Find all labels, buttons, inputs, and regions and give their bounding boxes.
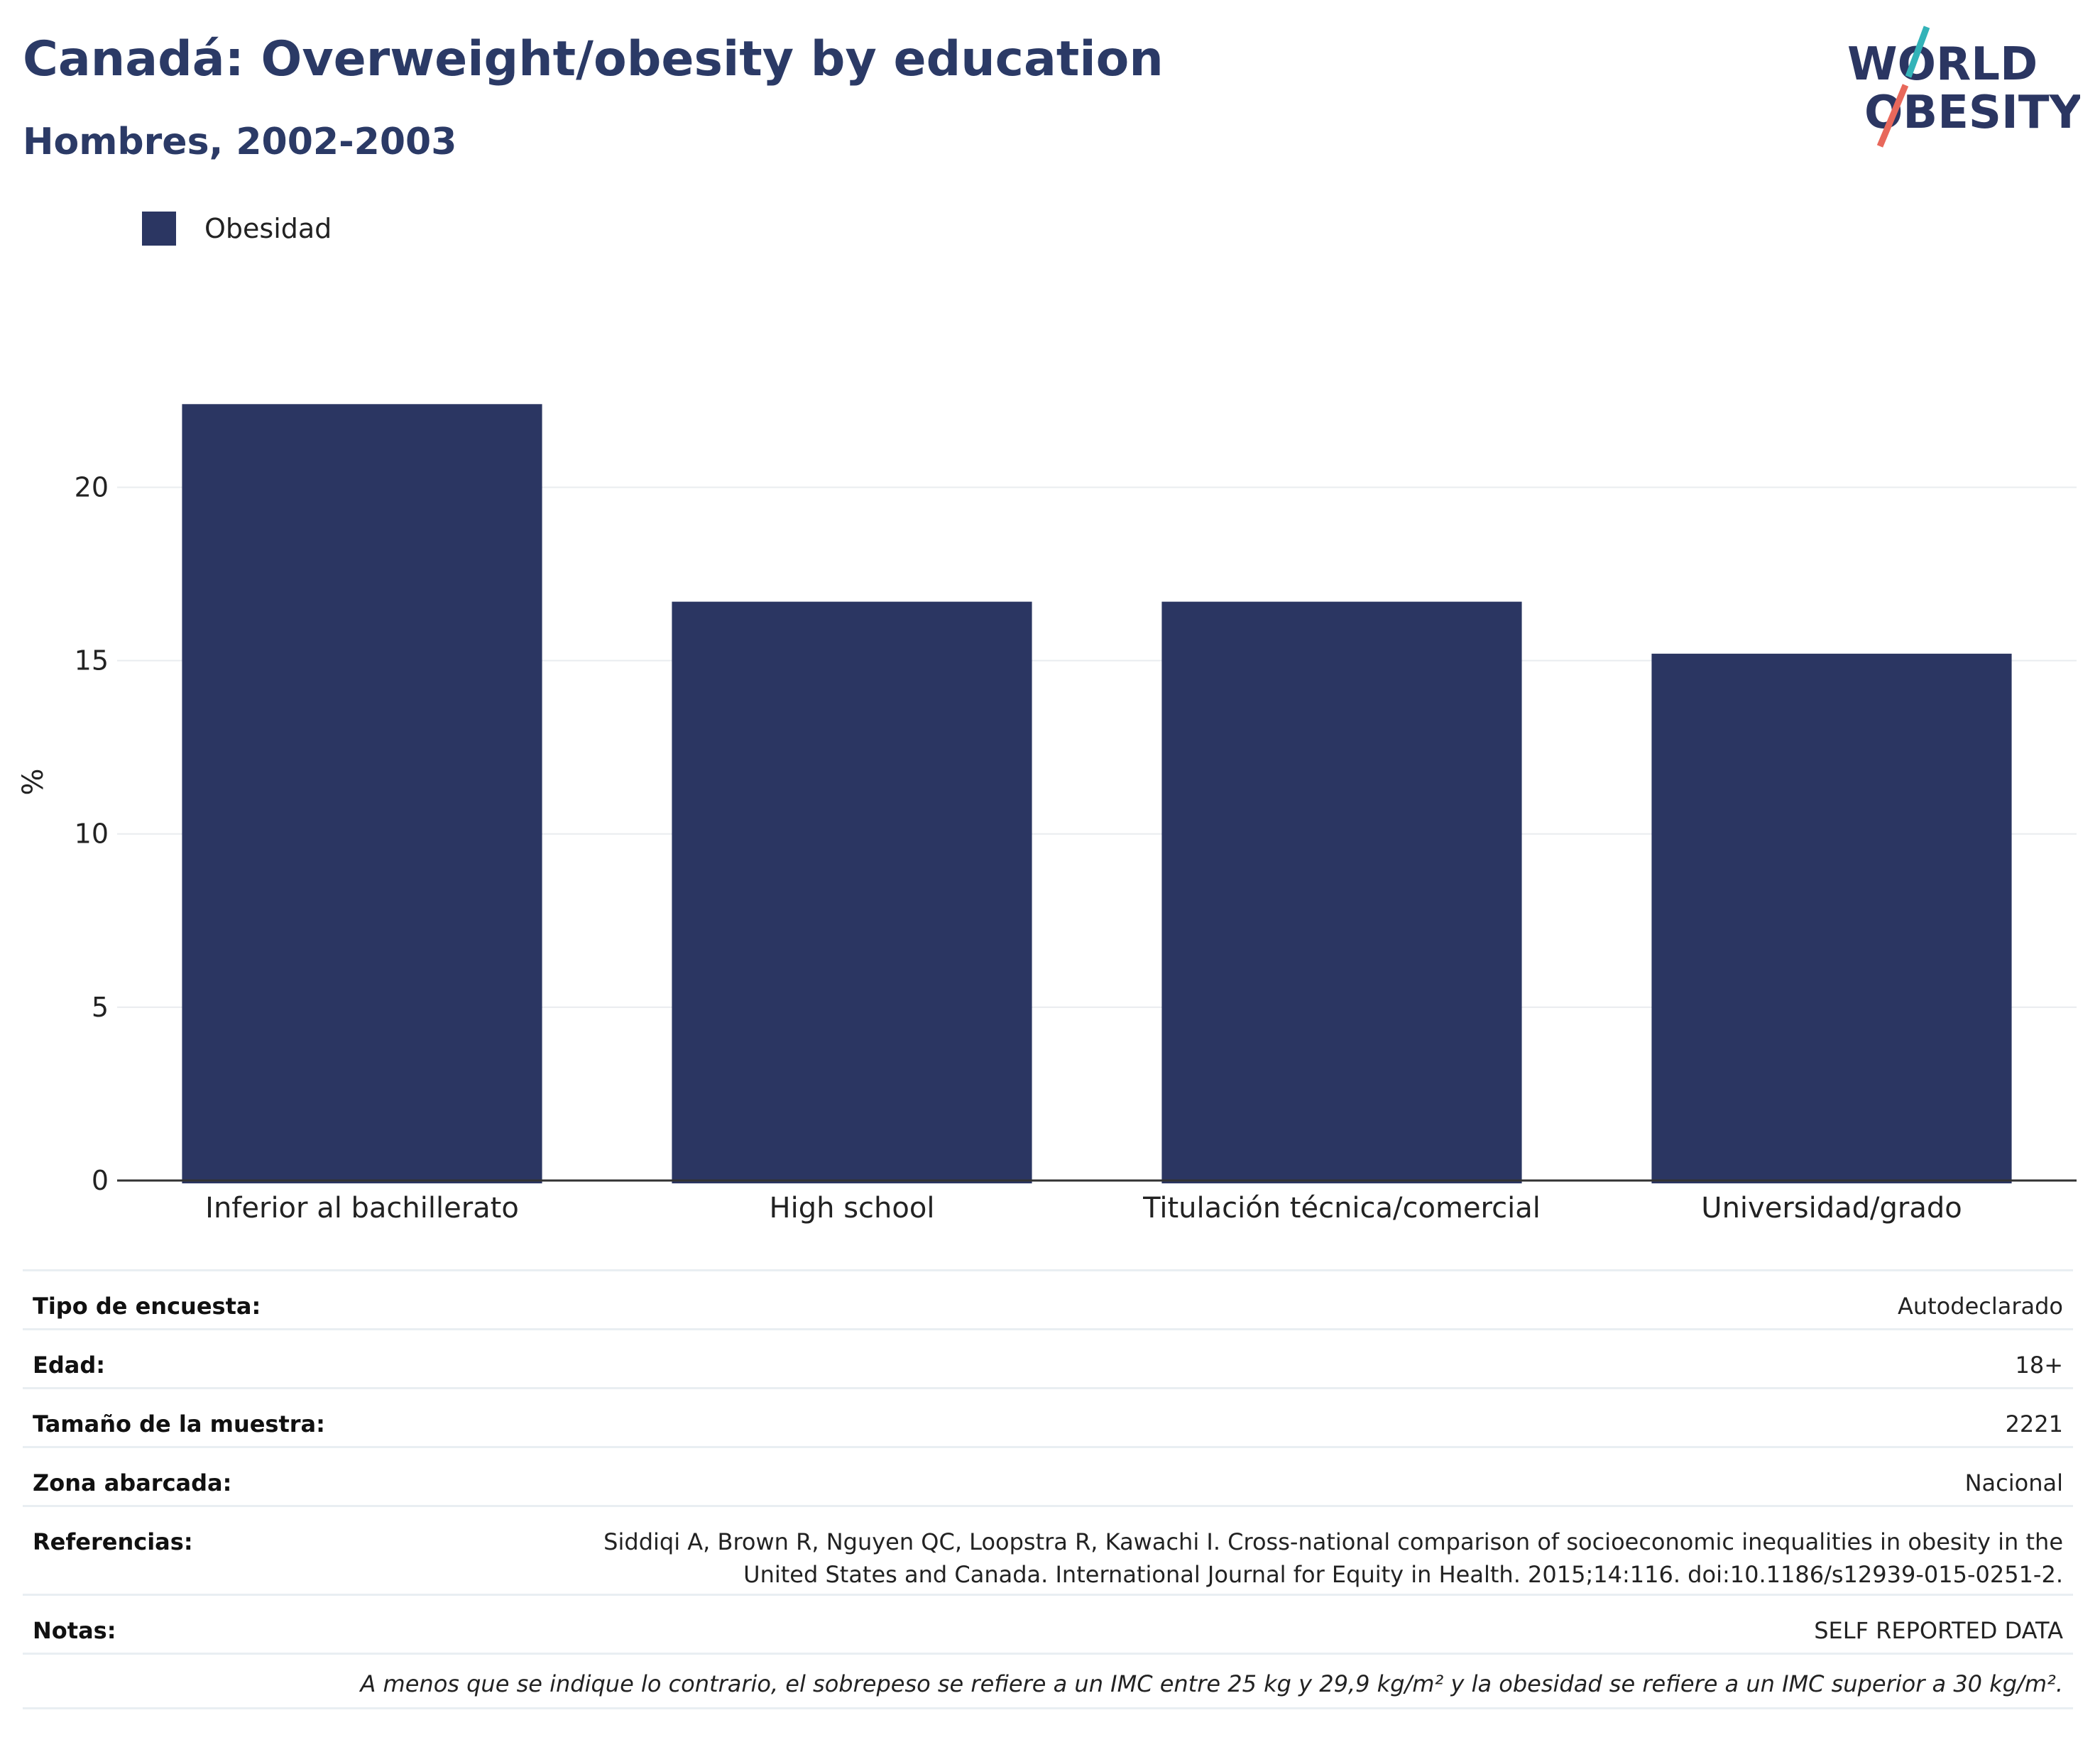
- x-category-label: Titulación técnica/comercial: [1142, 1192, 1541, 1225]
- bar: [1651, 653, 2012, 1183]
- meta-key: Notas:: [33, 1617, 116, 1644]
- bars: [182, 404, 2012, 1183]
- footnote: A menos que se indique lo contrario, el …: [23, 1653, 2073, 1709]
- x-category-label: High school: [770, 1192, 935, 1225]
- world-obesity-logo: WORLD OBESITY: [1847, 26, 2080, 148]
- logo-text-world: WORLD: [1847, 38, 2038, 91]
- metadata-table: Tipo de encuesta: Autodeclarado Edad: 18…: [23, 1269, 2073, 1709]
- bar-chart: 0 5 10 15 20 Inferior al bachillerato High sc…: [17, 404, 2077, 1225]
- meta-row-coverage: Zona abarcada: Nacional: [23, 1446, 2073, 1505]
- bar: [1161, 601, 1522, 1183]
- y-tick-labels: 0 5 10 15 20: [75, 471, 109, 1196]
- meta-value: 2221: [2005, 1411, 2063, 1437]
- logo-slash-coral: [1876, 84, 1909, 148]
- bar: [182, 404, 542, 1183]
- y-tick-label: 15: [75, 645, 109, 677]
- y-tick-label: 0: [92, 1165, 109, 1196]
- y-tick-label: 5: [92, 992, 109, 1023]
- meta-key: Tipo de encuesta:: [33, 1293, 261, 1320]
- meta-key: Edad:: [33, 1352, 106, 1379]
- meta-value-reference: Siddiqi A, Brown R, Nguyen QC, Loopstra …: [603, 1528, 2063, 1588]
- meta-row-notes: Notas: SELF REPORTED DATA: [23, 1594, 2073, 1653]
- meta-row-survey-type: Tipo de encuesta: Autodeclarado: [23, 1269, 2073, 1328]
- meta-value: 18+: [2015, 1352, 2063, 1379]
- meta-row-sample-size: Tamaño de la muestra: 2221: [23, 1387, 2073, 1446]
- meta-value: Nacional: [1964, 1469, 2063, 1496]
- y-tick-label: 10: [75, 818, 109, 850]
- meta-row-age: Edad: 18+: [23, 1328, 2073, 1387]
- x-category-label: Inferior al bachillerato: [205, 1192, 519, 1225]
- legend-label-obesidad: Obesidad: [204, 213, 332, 244]
- meta-value: SELF REPORTED DATA: [1814, 1617, 2063, 1644]
- meta-value: Autodeclarado: [1897, 1293, 2063, 1320]
- x-category-label: Universidad/grado: [1701, 1192, 1962, 1225]
- chart-title: Canadá: Overweight/obesity by education: [23, 31, 1164, 87]
- meta-row-references: Referencias: Siddiqi A, Brown R, Nguyen …: [23, 1505, 2073, 1594]
- x-category-labels: Inferior al bachillerato High school Titul…: [205, 1192, 1962, 1225]
- bar: [672, 601, 1032, 1183]
- logo-slash-teal: [1905, 26, 1930, 78]
- y-axis-title: %: [17, 768, 50, 795]
- meta-key: Zona abarcada:: [33, 1469, 232, 1496]
- meta-key: Tamaño de la muestra:: [33, 1411, 325, 1437]
- chart-legend: Obesidad: [142, 212, 332, 246]
- legend-swatch-obesidad: [142, 212, 176, 246]
- chart-subtitle: Hombres, 2002-2003: [23, 121, 457, 163]
- y-tick-label: 20: [75, 471, 109, 503]
- meta-key: Referencias:: [33, 1528, 193, 1555]
